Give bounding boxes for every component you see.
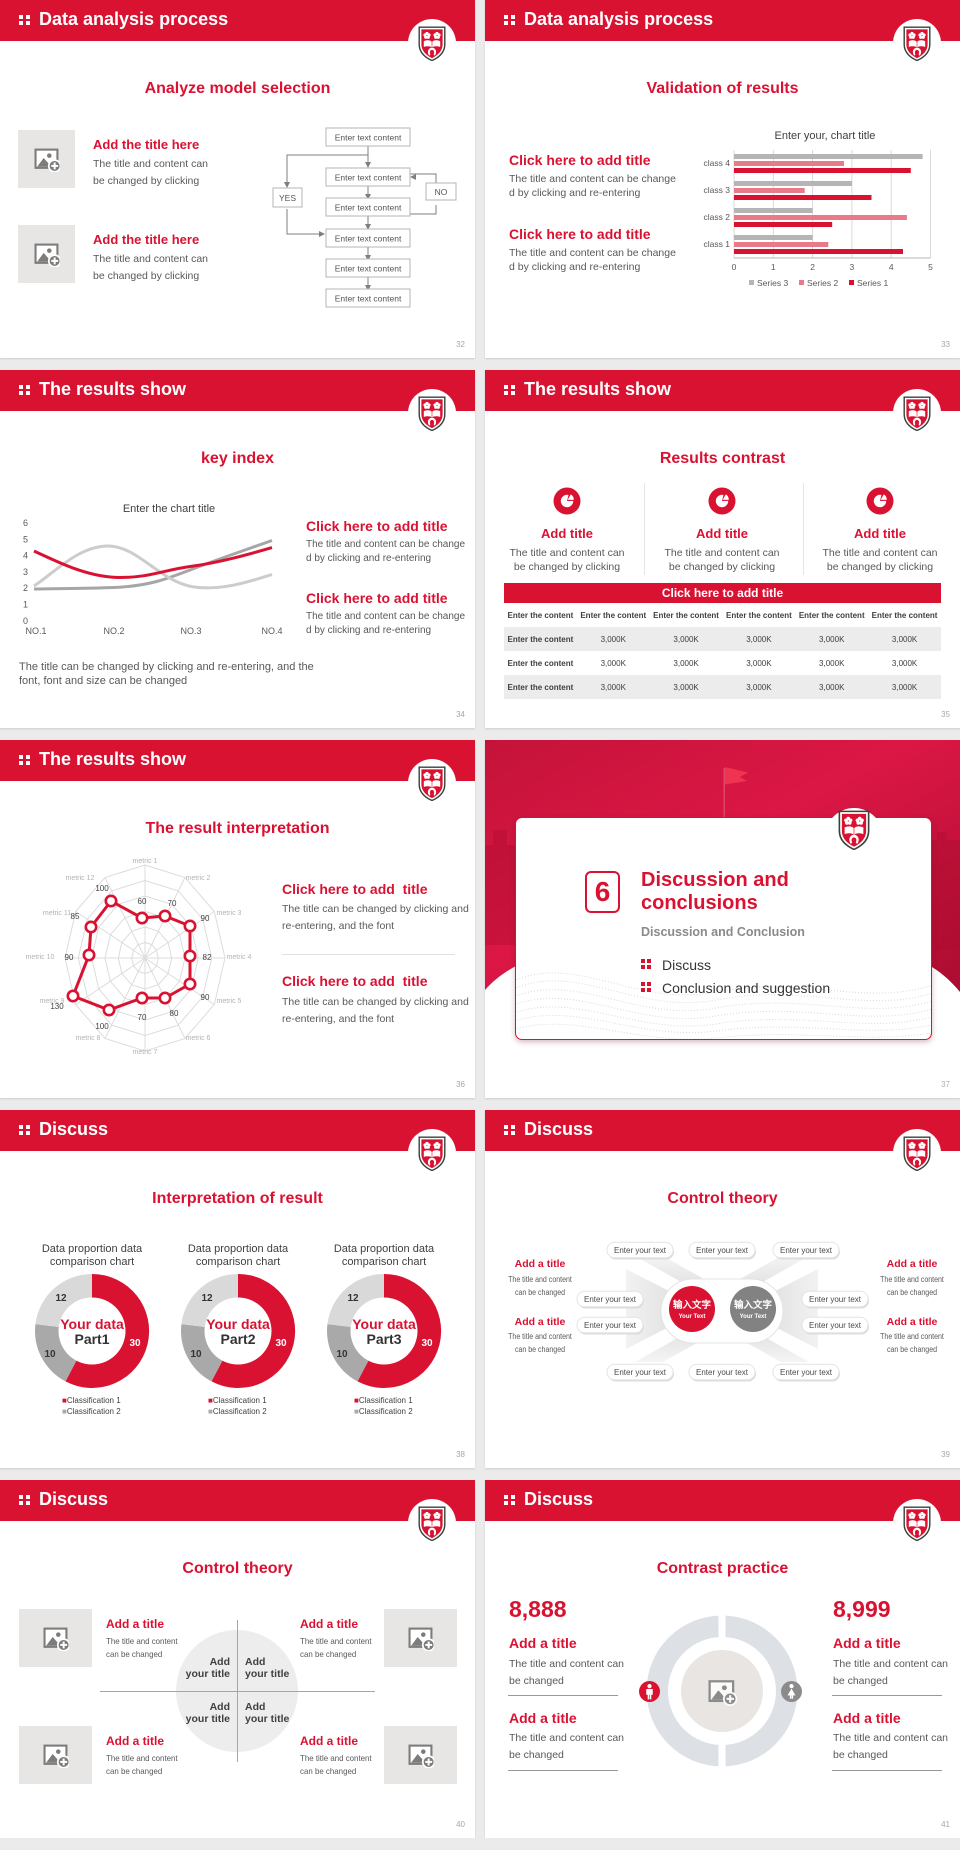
svg-text:12: 12	[55, 1293, 67, 1304]
svg-text:10: 10	[44, 1349, 56, 1360]
svg-text:70: 70	[168, 899, 177, 908]
svg-text:82: 82	[203, 953, 212, 962]
svg-text:90: 90	[65, 953, 74, 962]
svg-text:metric 8: metric 8	[76, 1035, 101, 1042]
svg-text:Your Text: Your Text	[679, 1314, 706, 1320]
svg-text:Enter text content: Enter text content	[335, 203, 402, 213]
svg-text:class 3: class 3	[704, 185, 731, 195]
svg-text:class 1: class 1	[704, 239, 731, 249]
svg-text:NO.4: NO.4	[261, 626, 282, 636]
svg-text:metric 11: metric 11	[43, 910, 71, 917]
svg-text:0: 0	[23, 616, 28, 626]
svg-text:70: 70	[138, 1013, 147, 1022]
svg-text:Enter text content: Enter text content	[335, 234, 402, 244]
svg-text:10: 10	[336, 1349, 348, 1360]
svg-text:class 4: class 4	[704, 158, 731, 168]
svg-text:NO.3: NO.3	[180, 626, 201, 636]
svg-text:0: 0	[732, 262, 737, 272]
svg-text:2: 2	[810, 262, 815, 272]
svg-text:metric 7: metric 7	[133, 1049, 158, 1056]
svg-text:3: 3	[850, 262, 855, 272]
svg-text:Enter text content: Enter text content	[335, 133, 402, 143]
svg-text:100: 100	[95, 884, 109, 893]
svg-text:metric 4: metric 4	[227, 954, 252, 961]
svg-text:30: 30	[129, 1338, 141, 1349]
svg-text:输入文字: 输入文字	[673, 1299, 712, 1311]
svg-text:1: 1	[771, 262, 776, 272]
svg-text:5: 5	[23, 534, 28, 544]
svg-text:2: 2	[23, 583, 28, 593]
svg-text:Enter your, chart title: Enter your, chart title	[775, 130, 876, 142]
svg-text:1: 1	[23, 600, 28, 610]
svg-text:Enter text content: Enter text content	[335, 173, 402, 183]
svg-text:6: 6	[23, 518, 28, 528]
svg-text:30: 30	[421, 1338, 433, 1349]
svg-text:YES: YES	[279, 193, 296, 203]
svg-text:metric 2: metric 2	[186, 875, 211, 882]
svg-text:Enter text content: Enter text content	[335, 294, 402, 304]
svg-text:NO.2: NO.2	[103, 626, 124, 636]
svg-text:30: 30	[275, 1338, 287, 1349]
svg-text:100: 100	[95, 1022, 109, 1031]
svg-text:metric 9: metric 9	[40, 998, 65, 1005]
svg-text:90: 90	[201, 993, 210, 1002]
svg-text:metric 6: metric 6	[186, 1035, 211, 1042]
svg-text:Enter the chart title: Enter the chart title	[123, 503, 215, 515]
svg-text:Series 1: Series 1	[857, 278, 888, 288]
svg-text:10: 10	[190, 1349, 202, 1360]
svg-text:5: 5	[928, 262, 933, 272]
svg-text:输入文字: 输入文字	[734, 1299, 773, 1311]
svg-text:metric 12: metric 12	[66, 875, 95, 882]
svg-text:12: 12	[347, 1293, 359, 1304]
svg-text:4: 4	[23, 551, 28, 561]
svg-text:12: 12	[201, 1293, 213, 1304]
svg-text:NO.1: NO.1	[25, 626, 46, 636]
svg-text:130: 130	[50, 1002, 64, 1011]
svg-text:80: 80	[170, 1009, 179, 1018]
svg-text:Series 3: Series 3	[757, 278, 788, 288]
svg-text:60: 60	[138, 897, 147, 906]
svg-text:3: 3	[23, 567, 28, 577]
svg-text:Your Text: Your Text	[740, 1314, 767, 1320]
svg-text:metric 1: metric 1	[133, 858, 158, 865]
svg-text:Series 2: Series 2	[807, 278, 838, 288]
svg-text:metric 3: metric 3	[217, 910, 242, 917]
svg-text:metric 10: metric 10	[26, 954, 55, 961]
svg-text:90: 90	[201, 914, 210, 923]
svg-text:NO: NO	[435, 187, 448, 197]
svg-text:85: 85	[71, 912, 80, 921]
svg-text:4: 4	[889, 262, 894, 272]
svg-text:metric 5: metric 5	[217, 998, 242, 1005]
svg-text:class 2: class 2	[704, 212, 731, 222]
svg-text:Enter text content: Enter text content	[335, 264, 402, 274]
